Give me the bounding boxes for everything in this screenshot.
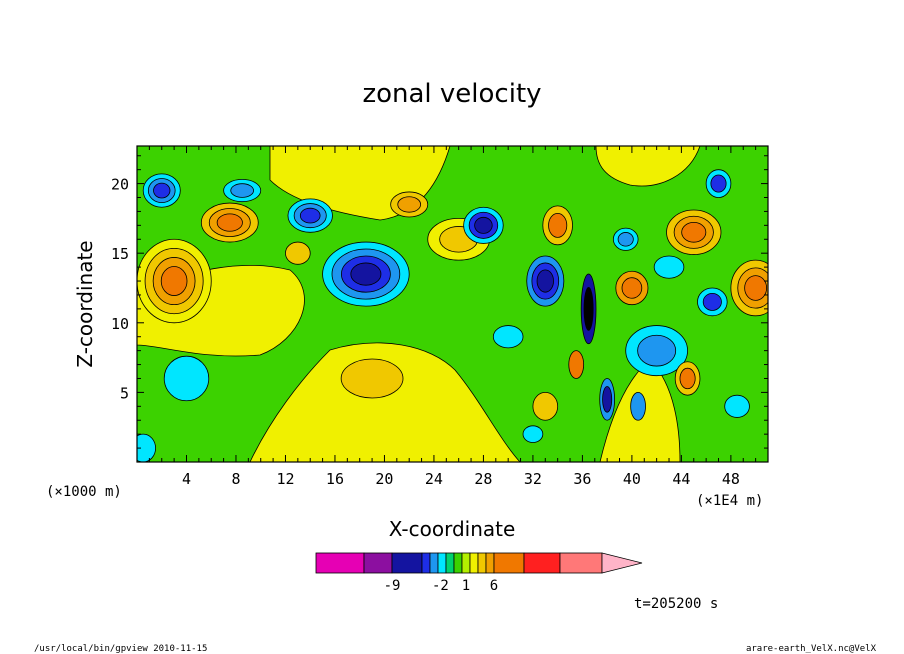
x-tick-label: 32 xyxy=(524,470,542,488)
colorbar-arrow xyxy=(601,552,643,574)
colorbar: -9 -2 1 6 xyxy=(315,552,643,594)
contour-level-10-0 xyxy=(285,241,311,265)
contour-level-3-2 xyxy=(216,213,243,232)
contour-level-2-3 xyxy=(160,266,188,296)
contour-level-24-1 xyxy=(602,386,613,413)
colorbar-swatch-11 xyxy=(485,552,495,574)
colorbar-swatch-3 xyxy=(421,552,431,574)
x-tick-label: 28 xyxy=(474,470,492,488)
y-tick-label: 20 xyxy=(111,176,129,194)
colorbar-label: -9 xyxy=(384,578,401,594)
x-tick-label: 36 xyxy=(573,470,591,488)
chart-title: zonal velocity xyxy=(362,79,541,109)
x-tick-label: 16 xyxy=(326,470,344,488)
contour-level-21-0 xyxy=(724,394,750,418)
contour-level-13-1 xyxy=(548,212,568,238)
footer-left: /usr/local/bin/gpview 2010-11-15 xyxy=(34,644,207,654)
colorbar-swatch-10 xyxy=(477,552,487,574)
colorbar-swatch-6 xyxy=(445,552,455,574)
colorbar-swatch-5 xyxy=(437,552,447,574)
colorbar-swatch-0 xyxy=(315,552,365,574)
contour-level-19-1 xyxy=(710,174,727,193)
x-tick-label: 40 xyxy=(623,470,641,488)
contour-level-15-2 xyxy=(681,222,707,243)
y-tick-label: 5 xyxy=(120,384,129,402)
contour-level-11-2 xyxy=(536,269,554,293)
x-tick-label: 20 xyxy=(375,470,393,488)
contour-level-9-0 xyxy=(340,358,404,399)
contour-level-27-1 xyxy=(397,196,422,213)
contour-level-12-1 xyxy=(583,287,594,331)
colorbar-swatch-7 xyxy=(453,552,463,574)
contour-level-20-1 xyxy=(679,367,696,390)
contour-level-17-1 xyxy=(637,334,677,367)
contour-level-28-0 xyxy=(137,433,156,462)
colorbar-swatch-2 xyxy=(391,552,423,574)
x-tick-label: 8 xyxy=(231,470,240,488)
colorbar-swatch-12 xyxy=(493,552,525,574)
contour-level-0-3 xyxy=(350,262,382,286)
colorbar-swatch-8 xyxy=(461,552,471,574)
colorbar-swatch-14 xyxy=(559,552,603,574)
colorbar-label: 1 xyxy=(462,578,470,594)
contour-level-18-1 xyxy=(702,292,722,311)
x-axis-label: X-coordinate xyxy=(389,517,516,541)
x-unit-left: (×1000 m) xyxy=(46,484,122,500)
contour-level-4-2 xyxy=(153,182,171,199)
contour-level-5-1 xyxy=(230,183,254,198)
colorbar-swatch-1 xyxy=(363,552,393,574)
x-tick-label: 24 xyxy=(425,470,443,488)
x-tick-label: 44 xyxy=(672,470,690,488)
yellow-region-right xyxy=(595,146,701,187)
contour-level-8-2 xyxy=(474,216,493,234)
contour-level-29-0 xyxy=(522,425,544,443)
colorbar-swatch-4 xyxy=(429,552,439,574)
colorbar-label: 6 xyxy=(490,578,498,594)
x-tick-label: 4 xyxy=(182,470,191,488)
contour-level-31-0 xyxy=(630,391,646,421)
y-tick-label: 10 xyxy=(111,315,129,333)
colorbar-swatch-9 xyxy=(469,552,479,574)
plot-frame xyxy=(136,145,769,463)
contour-level-16-2 xyxy=(744,275,768,301)
contour-level-14-1 xyxy=(621,277,643,299)
x-tick-label: 48 xyxy=(722,470,740,488)
contour-level-6-0 xyxy=(163,355,210,402)
yellow-region-lower xyxy=(249,342,521,462)
colorbar-label: -2 xyxy=(432,578,449,594)
x-tick-label: 12 xyxy=(276,470,294,488)
y-axis-label: Z-coordinate xyxy=(73,240,97,367)
y-tick-label: 15 xyxy=(111,245,129,263)
time-label: t=205200 s xyxy=(634,596,718,612)
contour-level-30-0 xyxy=(568,350,585,379)
contour-level-25-1 xyxy=(617,232,634,247)
contour-level-22-0 xyxy=(492,325,524,349)
contour-level-26-0 xyxy=(653,255,685,279)
x-unit-right: (×1E4 m) xyxy=(696,493,763,509)
contour-level-23-0 xyxy=(532,391,559,421)
contour-level-1-2 xyxy=(299,207,321,224)
footer-right: arare-earth_VelX.nc@VelX xyxy=(746,644,877,654)
colorbar-swatch-13 xyxy=(523,552,561,574)
